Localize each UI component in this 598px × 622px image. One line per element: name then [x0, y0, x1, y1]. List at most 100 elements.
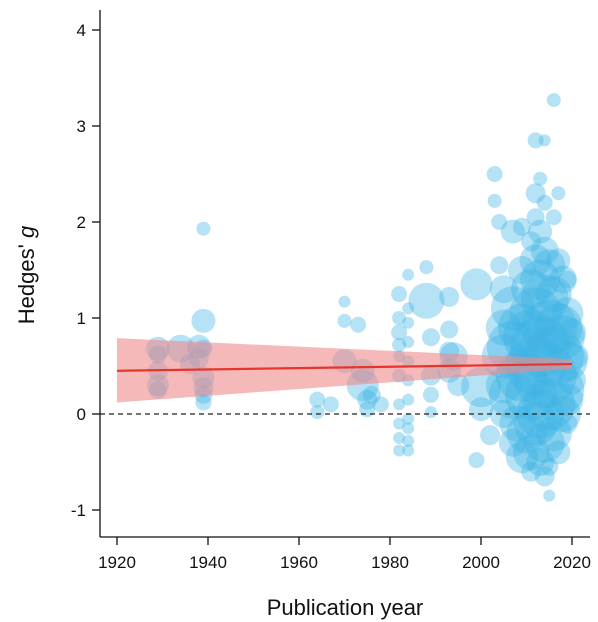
data-point — [509, 287, 562, 340]
data-point — [485, 309, 522, 346]
data-point — [503, 309, 560, 366]
data-point — [523, 326, 584, 387]
data-point — [506, 413, 547, 454]
y-tick-label: 3 — [77, 117, 86, 136]
data-point — [391, 324, 408, 341]
data-point — [402, 393, 415, 406]
data-point — [490, 286, 535, 331]
data-point — [439, 286, 460, 307]
y-axis-title-prefix: Hedges' — [14, 244, 39, 324]
x-tick-label: 2020 — [553, 553, 591, 572]
data-point — [487, 193, 502, 208]
data-point — [350, 316, 367, 333]
data-point — [468, 452, 485, 469]
data-point — [533, 171, 548, 186]
data-point — [422, 386, 439, 403]
data-point — [497, 303, 546, 352]
y-tick-label: 0 — [77, 405, 86, 424]
data-point — [337, 313, 352, 328]
x-tick-label: 1960 — [280, 553, 318, 572]
data-point — [469, 397, 493, 422]
data-point — [372, 396, 389, 413]
y-tick-label: 4 — [77, 21, 86, 40]
data-point — [485, 367, 522, 404]
data-point — [519, 244, 552, 277]
x-tick-label: 1920 — [98, 553, 136, 572]
data-point — [540, 457, 559, 476]
y-axis-title-italic: g — [14, 225, 39, 238]
y-axis-title: Hedges' g — [14, 225, 39, 324]
data-point — [402, 422, 415, 435]
data-point — [393, 398, 406, 411]
data-point — [512, 217, 531, 236]
data-point — [491, 214, 508, 230]
data-point — [527, 132, 544, 149]
y-tick-label: 2 — [77, 213, 86, 232]
x-tick-label: 1980 — [371, 553, 409, 572]
data-point — [524, 422, 565, 463]
data-point — [489, 400, 518, 428]
data-point — [408, 282, 445, 319]
data-point — [520, 259, 561, 300]
data-point — [557, 413, 578, 434]
data-point — [498, 428, 527, 457]
data-point — [357, 389, 378, 410]
data-point — [520, 274, 569, 323]
data-point — [534, 303, 583, 352]
data-point — [447, 374, 470, 397]
data-point — [551, 297, 584, 330]
data-point — [551, 383, 584, 416]
data-point — [534, 466, 555, 487]
x-tick-label: 2000 — [462, 553, 500, 572]
data-point — [461, 367, 501, 408]
data-point — [338, 295, 351, 308]
data-point — [533, 249, 566, 282]
data-point — [402, 302, 415, 315]
data-point — [558, 366, 586, 395]
data-point — [191, 308, 216, 333]
data-point — [419, 260, 434, 275]
data-point — [521, 231, 542, 252]
data-point — [525, 183, 546, 204]
data-point — [402, 336, 415, 348]
data-point — [500, 219, 525, 244]
data-point — [546, 93, 561, 108]
data-point — [392, 337, 407, 352]
data-point — [513, 401, 558, 446]
data-point — [362, 385, 381, 404]
data-point — [421, 328, 440, 347]
axes: -1 0 1 2 3 4 1920 1940 1960 1980 2000 2020 — [71, 10, 591, 572]
data-point — [551, 186, 566, 201]
data-point — [392, 311, 407, 325]
data-point — [195, 394, 212, 411]
data-point — [548, 265, 577, 294]
data-point — [546, 248, 571, 273]
x-tick-label: 1940 — [189, 553, 227, 572]
regression-line — [116, 362, 573, 372]
data-point — [196, 221, 211, 236]
confidence-band — [117, 338, 572, 403]
data-point — [309, 391, 326, 408]
data-point — [521, 461, 542, 482]
data-point — [526, 208, 545, 227]
data-point — [359, 401, 376, 418]
data-point — [507, 256, 536, 284]
data-point — [538, 134, 551, 147]
data-point — [402, 444, 415, 457]
data-point — [523, 378, 576, 431]
data-point — [488, 370, 537, 419]
data-point — [535, 276, 572, 312]
data-point — [558, 270, 577, 289]
data-point — [536, 194, 553, 211]
data-point — [402, 268, 415, 281]
data-point — [393, 444, 406, 457]
data-point — [535, 415, 572, 452]
y-tick-label: -1 — [71, 501, 86, 520]
data-point — [490, 256, 509, 275]
data-point — [530, 236, 559, 265]
y-tick-label: 1 — [77, 309, 86, 328]
data-point — [505, 441, 538, 474]
data-point — [310, 405, 325, 420]
data-point — [402, 412, 415, 425]
